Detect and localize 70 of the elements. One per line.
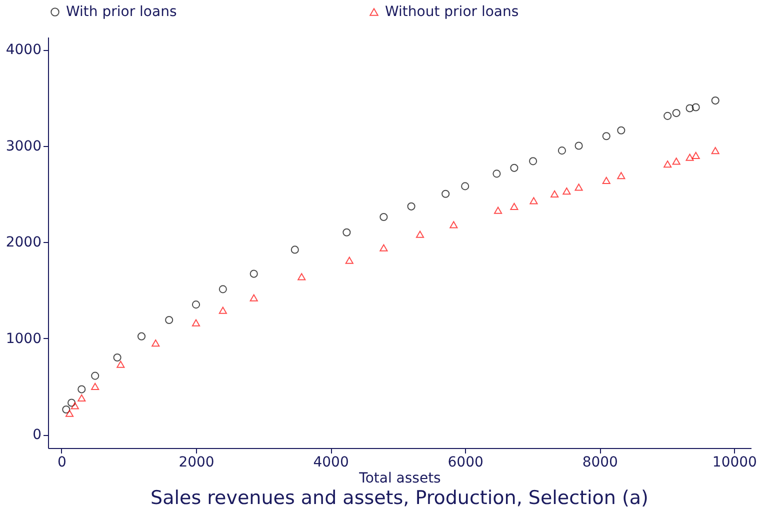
point (407, 202, 416, 210)
point (62, 405, 70, 414)
x-tick-label: 0 (57, 454, 66, 470)
point (68, 398, 76, 407)
x-tick-label: 10000 (712, 454, 757, 470)
point (298, 273, 306, 280)
point (510, 202, 518, 210)
point (218, 285, 227, 294)
point (152, 340, 160, 347)
point (192, 300, 200, 309)
point (450, 221, 458, 228)
point (218, 306, 227, 314)
point (550, 190, 559, 198)
y-tick-label: 3000 (6, 138, 42, 154)
point (192, 319, 200, 326)
point (113, 353, 122, 362)
point (711, 147, 720, 154)
point (562, 187, 571, 195)
point (65, 410, 74, 417)
point (602, 132, 610, 140)
point (558, 146, 566, 155)
point (342, 228, 351, 236)
point (530, 197, 538, 204)
legend-label: Without prior loans (385, 4, 519, 20)
point (70, 402, 79, 410)
x-tick-label: 4000 (313, 454, 349, 470)
point (529, 157, 538, 166)
point (380, 212, 388, 222)
legend-label: With prior loans (66, 4, 177, 20)
point (250, 270, 258, 278)
x-axis-title: Total assets (358, 470, 441, 486)
point (692, 152, 700, 159)
point (672, 109, 680, 118)
point (711, 96, 720, 105)
point (345, 256, 354, 264)
point (461, 182, 470, 190)
point (602, 176, 610, 184)
point (692, 103, 700, 112)
point (250, 294, 258, 302)
point (137, 332, 146, 340)
y-tick-label: 4000 (6, 42, 42, 58)
point (664, 112, 672, 120)
x-tick-label: 6000 (448, 454, 484, 470)
point (686, 104, 694, 112)
point (574, 184, 583, 191)
point (492, 170, 501, 178)
point (416, 230, 424, 238)
point (510, 164, 518, 172)
y-tick-label: 0 (32, 427, 42, 444)
point (78, 385, 86, 394)
point (380, 244, 388, 252)
point (91, 372, 100, 380)
x-tick-label: 8000 (582, 454, 618, 470)
point (617, 172, 626, 180)
point (574, 142, 583, 150)
point (664, 160, 672, 168)
point (78, 394, 86, 402)
point (617, 126, 626, 134)
point (91, 382, 100, 390)
y-tick-label: 2000 (6, 234, 42, 251)
point (290, 246, 299, 254)
point (494, 206, 502, 214)
y-tick-label: 1000 (6, 330, 42, 347)
point (165, 316, 174, 324)
text: Sales revenues and assets, Production, Selection (a) (150, 487, 648, 509)
point (442, 190, 450, 198)
point (116, 360, 125, 368)
point (686, 154, 694, 161)
point (672, 158, 680, 165)
x-tick-label: 2000 (178, 454, 214, 470)
